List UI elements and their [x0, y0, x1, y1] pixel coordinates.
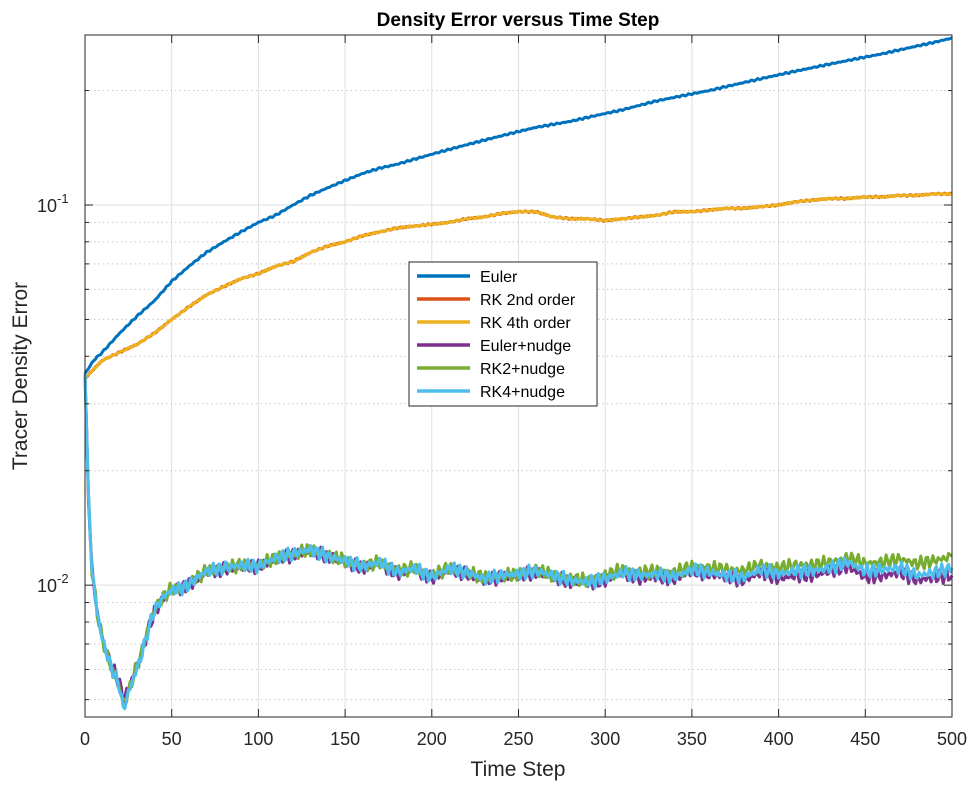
y-tick-exponent: -2 — [57, 571, 69, 586]
series-line-rk4-nudge — [83, 373, 954, 711]
x-tick-label: 450 — [850, 729, 880, 749]
x-tick-label: 400 — [764, 729, 794, 749]
x-tick-label: 250 — [503, 729, 533, 749]
x-tick-label: 0 — [80, 729, 90, 749]
legend-label: Euler — [480, 269, 518, 286]
x-tick-label: 50 — [162, 729, 182, 749]
series-lines — [83, 36, 954, 711]
y-tick-base: 10 — [37, 196, 57, 216]
y-tick-label: 10-2 — [37, 571, 69, 596]
legend-label: RK 2nd order — [480, 292, 576, 309]
ticks — [84, 35, 953, 717]
x-tick-label: 500 — [937, 729, 967, 749]
legend-label: RK2+nudge — [480, 361, 565, 378]
series-line-rk-4th-order — [83, 191, 953, 380]
y-axis-label: Tracer Density Error — [9, 282, 32, 470]
chart-title: Density Error versus Time Step — [377, 10, 660, 31]
legend-box — [408, 261, 598, 407]
legend: Euler RK 2nd order RK 4th order Euler+nudge… — [408, 261, 598, 407]
legend-label: RK4+nudge — [480, 384, 565, 401]
legend-label: RK 4th order — [480, 315, 571, 332]
y-tick-exponent: -1 — [57, 191, 69, 206]
x-tick-label: 150 — [330, 729, 360, 749]
y-tick-label: 10-1 — [37, 191, 69, 216]
x-tick-label: 300 — [590, 729, 620, 749]
x-tick-label: 350 — [677, 729, 707, 749]
x-tick-labels: 0 50 100 150 200 250 300 350 400 450 500 — [80, 729, 967, 749]
y-tick-labels: 10-210-1 — [37, 191, 69, 596]
legend-label: Euler+nudge — [480, 338, 571, 355]
x-tick-label: 200 — [417, 729, 447, 749]
x-tick-label: 100 — [243, 729, 273, 749]
x-axis-label: Time Step — [471, 758, 566, 781]
series-line-euler — [83, 36, 953, 375]
y-tick-base: 10 — [37, 576, 57, 596]
